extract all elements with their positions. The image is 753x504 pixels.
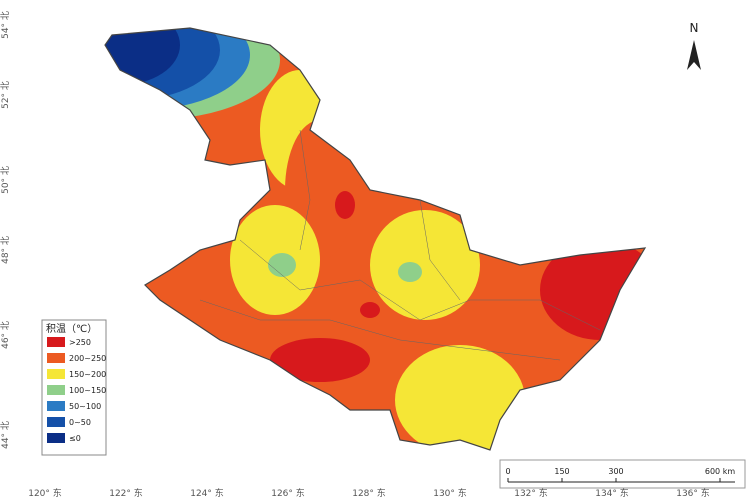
longitude-label: 134° 东 — [595, 487, 629, 499]
latitude-label: 50° 北 — [0, 166, 11, 194]
north-arrow — [687, 40, 701, 70]
legend-swatch — [47, 417, 65, 427]
latitude-label: 54° 北 — [0, 11, 11, 39]
scale-label: 300 — [608, 467, 623, 476]
legend-items: >250 200~250 150~200 100~150 50~100 0~50 ≤0 — [47, 337, 106, 443]
legend-swatch — [47, 433, 65, 443]
longitude-label: 128° 东 — [352, 487, 386, 499]
legend-label: ≤0 — [69, 434, 81, 443]
county-borders — [199, 129, 601, 361]
longitude-label: 124° 东 — [190, 487, 224, 499]
legend-label: 200~250 — [69, 354, 106, 363]
scale-label: 150 — [554, 467, 569, 476]
legend-title: 积温（℃） — [46, 323, 97, 335]
scale-box — [499, 459, 746, 489]
legend-label: 150~200 — [69, 370, 106, 379]
latitude-label: 46° 北 — [0, 321, 11, 349]
latitude-labels: 54° 北 52° 北 50° 北 48° 北 46° 北 44° 北 — [0, 11, 11, 449]
legend-label: 50~100 — [69, 402, 101, 411]
longitude-label: 130° 东 — [433, 487, 467, 499]
legend-swatch — [47, 353, 65, 363]
longitude-label: 132° 东 — [514, 487, 548, 499]
scale-bar: 0 150 300 600 km — [505, 467, 735, 483]
north-label: N — [690, 21, 699, 35]
scale-label: 0 — [505, 467, 510, 476]
province-outline — [104, 27, 647, 451]
legend-swatch — [47, 385, 65, 395]
legend-label: >250 — [69, 338, 91, 347]
longitude-label: 136° 东 — [676, 487, 710, 499]
latitude-label: 44° 北 — [0, 421, 11, 449]
scale-label: 600 km — [705, 467, 735, 476]
legend-swatch — [47, 369, 65, 379]
legend-label: 0~50 — [69, 418, 91, 427]
longitude-label: 122° 东 — [109, 487, 143, 499]
longitude-label: 120° 东 — [28, 487, 62, 499]
longitude-labels: 120° 东 122° 东 124° 东 126° 东 128° 东 130° 东 132°… — [28, 487, 710, 499]
latitude-label: 48° 北 — [0, 236, 11, 264]
latitude-label: 52° 北 — [0, 81, 11, 109]
legend-swatch — [47, 337, 65, 347]
longitude-label: 126° 东 — [271, 487, 305, 499]
legend-label: 100~150 — [69, 386, 106, 395]
legend-swatch — [47, 401, 65, 411]
